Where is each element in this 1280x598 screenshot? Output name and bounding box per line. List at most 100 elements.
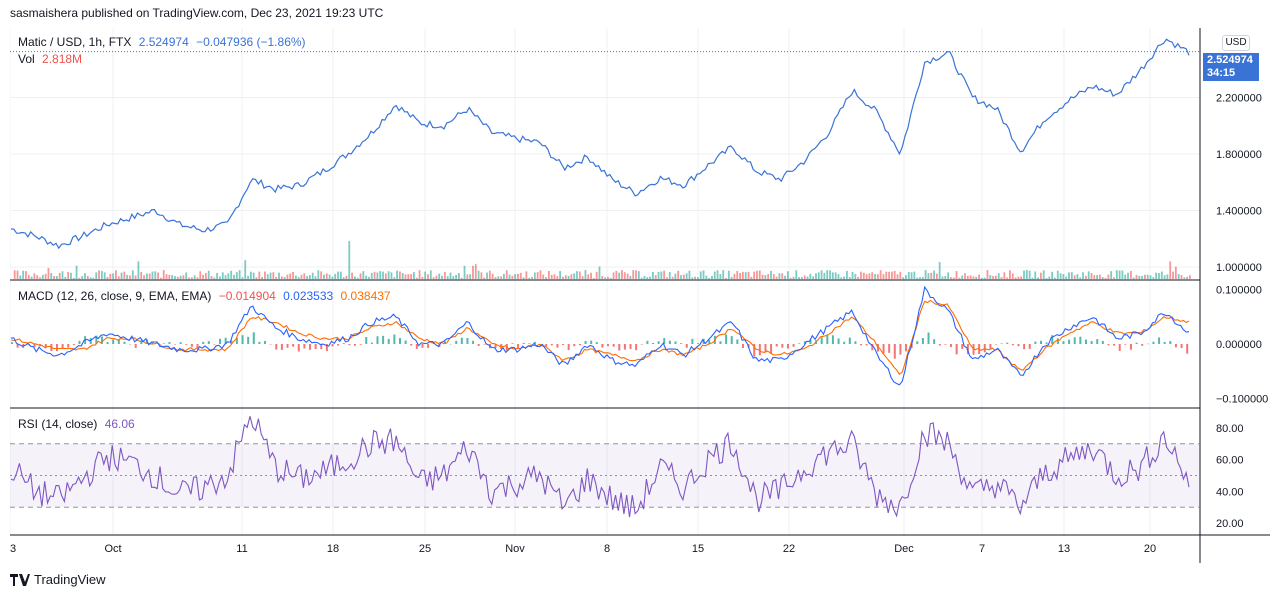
volume-bar bbox=[196, 277, 199, 280]
rsi-label: RSI (14, close) bbox=[18, 417, 98, 431]
macd-histogram-bar bbox=[16, 344, 19, 348]
macd-histogram-bar bbox=[140, 340, 143, 344]
volume-bar bbox=[404, 274, 407, 280]
volume-bar bbox=[792, 276, 795, 280]
footer-brand[interactable]: TradingView bbox=[10, 572, 106, 587]
volume-bar bbox=[688, 270, 691, 280]
macd-histogram-bar bbox=[472, 340, 475, 344]
volume-bar bbox=[744, 272, 747, 280]
volume-bar bbox=[784, 275, 786, 280]
price-tag-value: 2.524974 bbox=[1207, 54, 1253, 66]
volume-bar bbox=[176, 276, 179, 280]
macd-histogram-bar bbox=[455, 340, 458, 344]
volume-bar bbox=[528, 277, 531, 280]
macd-histogram-bar bbox=[466, 337, 469, 344]
volume-bar bbox=[382, 271, 384, 280]
volume-bar bbox=[199, 271, 202, 280]
volume-bar bbox=[1068, 272, 1070, 280]
volume-bar bbox=[921, 277, 924, 280]
macd-histogram-bar bbox=[652, 342, 655, 344]
macd-histogram-bar bbox=[933, 339, 936, 344]
macd-histogram-bar bbox=[781, 344, 784, 348]
macd-histogram-bar bbox=[410, 344, 413, 346]
volume-bar bbox=[702, 270, 705, 280]
volume-bar bbox=[716, 270, 719, 280]
macd-histogram-bar bbox=[730, 336, 733, 344]
volume-bar bbox=[666, 277, 668, 280]
volume-bar bbox=[660, 271, 663, 280]
volume-bar bbox=[927, 273, 930, 280]
volume-bar bbox=[429, 270, 432, 280]
time-tick-label: Nov bbox=[505, 543, 525, 555]
volume-bar bbox=[938, 262, 941, 280]
macd-histogram-bar bbox=[770, 344, 773, 354]
volume-bar bbox=[145, 273, 148, 280]
macd-histogram-bar bbox=[1034, 341, 1037, 344]
volume-bar bbox=[185, 272, 188, 280]
volume-bar bbox=[916, 277, 919, 280]
macd-histogram-bar bbox=[258, 341, 261, 344]
volume-bar bbox=[334, 273, 337, 280]
volume-bar bbox=[995, 275, 997, 280]
volume-bar bbox=[772, 274, 775, 280]
volume-bar bbox=[148, 273, 151, 280]
volume-bar bbox=[264, 271, 266, 280]
volume-bar bbox=[694, 276, 696, 280]
macd-histogram-bar bbox=[190, 344, 193, 347]
macd-histogram-bar bbox=[674, 341, 677, 344]
volume-bar bbox=[1115, 270, 1118, 280]
volume-bar bbox=[13, 270, 16, 280]
volume-bar bbox=[1121, 270, 1124, 280]
volume-bar bbox=[815, 273, 817, 280]
volume-bar bbox=[193, 275, 196, 280]
price-tick-label: 1.400000 bbox=[1216, 205, 1262, 217]
volume-bar bbox=[1042, 270, 1045, 280]
volume-bar bbox=[1101, 277, 1104, 280]
volume-bar bbox=[831, 272, 834, 280]
currency-badge[interactable]: USD bbox=[1222, 35, 1250, 51]
macd-histogram-bar bbox=[792, 344, 795, 347]
volume-bar bbox=[61, 271, 64, 280]
volume-bar bbox=[1025, 270, 1028, 280]
volume-bar bbox=[598, 266, 601, 280]
volume-bar bbox=[365, 275, 368, 280]
volume-bar bbox=[545, 277, 547, 280]
volume-bar bbox=[879, 270, 882, 280]
volume-bar bbox=[1031, 277, 1034, 280]
volume-bar bbox=[266, 274, 269, 280]
volume-bar bbox=[958, 277, 961, 280]
volume-bar bbox=[637, 271, 640, 280]
volume-bar bbox=[174, 276, 176, 280]
volume-bar bbox=[227, 273, 230, 280]
volume-bar bbox=[438, 273, 441, 280]
macd-histogram-bar bbox=[123, 341, 126, 344]
volume-bar bbox=[1189, 275, 1191, 280]
macd-histogram-bar bbox=[578, 344, 581, 346]
macd-histogram-bar bbox=[100, 336, 103, 344]
volume-legend: Vol 2.818M bbox=[18, 52, 82, 66]
macd-histogram-bar bbox=[483, 344, 486, 345]
volume-bar bbox=[1070, 272, 1073, 280]
volume-bar bbox=[503, 273, 505, 280]
volume-bar bbox=[342, 277, 345, 280]
volume-bar bbox=[646, 277, 649, 280]
volume-bar bbox=[370, 272, 373, 280]
volume-bar bbox=[1132, 277, 1135, 280]
volume-bar bbox=[81, 276, 84, 280]
volume-bar bbox=[401, 273, 404, 280]
volume-bar bbox=[1155, 272, 1158, 280]
volume-bar bbox=[244, 260, 247, 280]
macd-histogram-bar bbox=[325, 344, 328, 352]
macd-histogram-bar bbox=[1000, 343, 1003, 344]
macd-histogram-bar bbox=[848, 337, 851, 344]
macd-histogram-bar bbox=[938, 344, 941, 346]
volume-bar bbox=[682, 274, 685, 280]
volume-bar bbox=[576, 271, 578, 280]
price-scale: 1.000000 1.400000 1.800000 2.200000 0.100000… bbox=[1216, 93, 1268, 531]
volume-bar bbox=[564, 275, 567, 280]
macd-histogram-bar bbox=[983, 344, 986, 353]
last-price: 2.524974 bbox=[138, 35, 189, 49]
volume-bar bbox=[730, 276, 733, 280]
chart-frame[interactable]: 1.000000 1.400000 1.800000 2.200000 0.100000… bbox=[10, 28, 1270, 563]
volume-bar bbox=[846, 270, 848, 280]
